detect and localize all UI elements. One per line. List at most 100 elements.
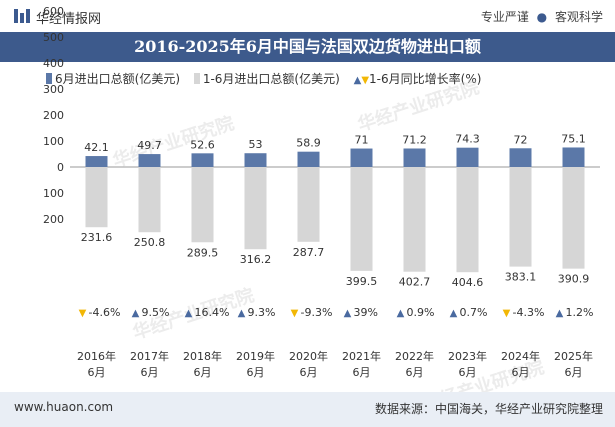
cumulative-bar <box>138 167 161 233</box>
x-tick-label: 6月 <box>247 366 265 379</box>
cumulative-value-label: 390.9 <box>558 273 590 286</box>
bullet-dot-icon: ● <box>536 10 548 24</box>
x-tick-label: 6月 <box>141 366 159 379</box>
y-tick-label: 100 <box>43 187 64 200</box>
x-tick-label: 6月 <box>300 366 318 379</box>
y-tick-label: 200 <box>43 213 64 226</box>
x-tick-label: 2016年 <box>77 349 116 363</box>
x-tick-label: 6月 <box>88 366 106 379</box>
growth-value-label: 0.7% <box>460 306 488 319</box>
x-tick-label: 6月 <box>459 366 477 379</box>
growth-up-marker: ▲ <box>344 308 352 319</box>
monthly-value-label: 42.1 <box>84 141 109 154</box>
growth-value-label: -4.6% <box>89 306 121 319</box>
monthly-bar <box>456 147 479 167</box>
cumulative-bar <box>85 167 108 228</box>
cumulative-bar <box>297 167 320 242</box>
monthly-value-label: 71.2 <box>402 133 427 146</box>
y-tick-label: 500 <box>43 31 64 44</box>
x-tick-label: 2024年 <box>501 349 540 363</box>
footer-source: 数据来源：中国海关，华经产业研究院整理 <box>374 402 603 416</box>
monthly-bar <box>403 148 426 167</box>
cumulative-value-label: 287.7 <box>293 246 325 259</box>
growth-value-label: 0.9% <box>407 306 435 319</box>
growth-up-marker: ▲ <box>185 308 193 319</box>
x-tick-label: 2019年 <box>236 349 275 363</box>
growth-value-label: 9.3% <box>248 306 276 319</box>
monthly-value-label: 49.7 <box>137 139 162 152</box>
y-tick-label: 200 <box>43 109 64 122</box>
monthly-bar <box>138 154 161 167</box>
monthly-value-label: 71 <box>355 134 369 147</box>
growth-up-marker: ▲ <box>556 308 564 319</box>
growth-value-label: 16.4% <box>195 306 230 319</box>
cumulative-value-label: 402.7 <box>399 276 431 289</box>
logo-icon <box>14 9 30 23</box>
footer-url: www.huaon.com <box>14 400 114 414</box>
monthly-value-label: 52.6 <box>190 138 215 151</box>
x-tick-label: 2023年 <box>448 349 487 363</box>
growth-value-label: -4.3% <box>513 306 545 319</box>
legend-label-monthly: 6月进出口总额(亿美元) <box>55 72 180 86</box>
monthly-value-label: 74.3 <box>455 133 480 146</box>
cumulative-bar <box>244 167 267 250</box>
monthly-bar <box>85 156 108 167</box>
x-tick-label: 2021年 <box>342 349 381 363</box>
legend-item-monthly: 6月进出口总额(亿美元) <box>46 70 180 87</box>
cumulative-bar <box>403 167 426 272</box>
cumulative-bar <box>191 167 214 243</box>
x-tick-label: 2025年 <box>554 349 593 363</box>
y-tick-label: 300 <box>43 83 64 96</box>
chart-title: 2016-2025年6月中国与法国双边货物进出口额 <box>0 32 615 62</box>
cumulative-bar <box>509 167 532 267</box>
monthly-value-label: 72 <box>514 133 528 146</box>
x-tick-label: 2017年 <box>130 349 169 363</box>
monthly-bar <box>350 148 373 167</box>
cumulative-value-label: 404.6 <box>452 276 484 289</box>
top-bar: 华经情报网 专业严谨 ● 客观科学 <box>0 0 615 32</box>
slogan-tag-2: 客观科学 <box>554 10 603 24</box>
growth-up-marker: ▲ <box>397 308 405 319</box>
x-tick-label: 2018年 <box>183 349 222 363</box>
growth-down-marker: ▼ <box>291 308 299 319</box>
monthly-bar <box>509 148 532 167</box>
cumulative-value-label: 316.2 <box>240 253 272 266</box>
legend-label-growth: 1-6月同比增长率(%) <box>369 72 482 86</box>
growth-down-marker: ▼ <box>503 308 511 319</box>
y-tick-label: 400 <box>43 57 64 70</box>
cumulative-bar <box>456 167 479 273</box>
growth-value-label: -9.3% <box>301 306 333 319</box>
growth-value-label: 39% <box>354 306 378 319</box>
legend-swatch-cumulative <box>193 73 200 84</box>
monthly-bar <box>562 147 585 167</box>
brand-name: 华经情报网 <box>36 12 102 27</box>
x-tick-label: 6月 <box>512 366 530 379</box>
growth-up-marker: ▲ <box>450 308 458 319</box>
legend-label-cumulative: 1-6月进出口总额(亿美元) <box>202 72 340 86</box>
x-tick-label: 6月 <box>565 366 583 379</box>
growth-up-marker: ▲ <box>238 308 246 319</box>
legend-item-growth: ▲▼1-6月同比增长率(%) <box>354 70 482 87</box>
monthly-value-label: 75.1 <box>561 132 586 145</box>
slogan-tag-1: 专业严谨 <box>480 10 529 24</box>
x-tick-label: 6月 <box>194 366 212 379</box>
legend-swatch-monthly <box>46 73 52 84</box>
triangle-down-icon: ▼ <box>361 75 370 86</box>
monthly-bar <box>191 153 214 167</box>
growth-value-label: 1.2% <box>566 306 594 319</box>
monthly-value-label: 53 <box>249 138 263 151</box>
x-tick-label: 6月 <box>353 366 371 379</box>
slogan: 专业严谨 ● 客观科学 <box>481 8 603 25</box>
y-tick-label: 600 <box>43 5 64 18</box>
footer: www.huaon.com 数据来源：中国海关，华经产业研究院整理 <box>0 392 615 427</box>
monthly-bar <box>244 153 267 167</box>
growth-up-marker: ▲ <box>132 308 140 319</box>
cumulative-bar <box>562 167 585 269</box>
y-tick-label: 0 <box>57 161 64 174</box>
growth-value-label: 9.5% <box>142 306 170 319</box>
x-tick-label: 2022年 <box>395 349 434 363</box>
monthly-value-label: 58.9 <box>296 137 321 150</box>
cumulative-value-label: 399.5 <box>346 275 378 288</box>
cumulative-bar <box>350 167 373 271</box>
